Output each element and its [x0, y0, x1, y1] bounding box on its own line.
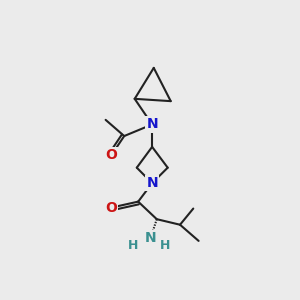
Text: H: H: [128, 239, 139, 252]
Text: N: N: [146, 118, 158, 131]
Text: N: N: [146, 176, 158, 190]
Text: N: N: [145, 231, 157, 245]
Text: O: O: [105, 201, 117, 214]
Text: O: O: [105, 148, 117, 162]
Text: H: H: [160, 239, 170, 252]
